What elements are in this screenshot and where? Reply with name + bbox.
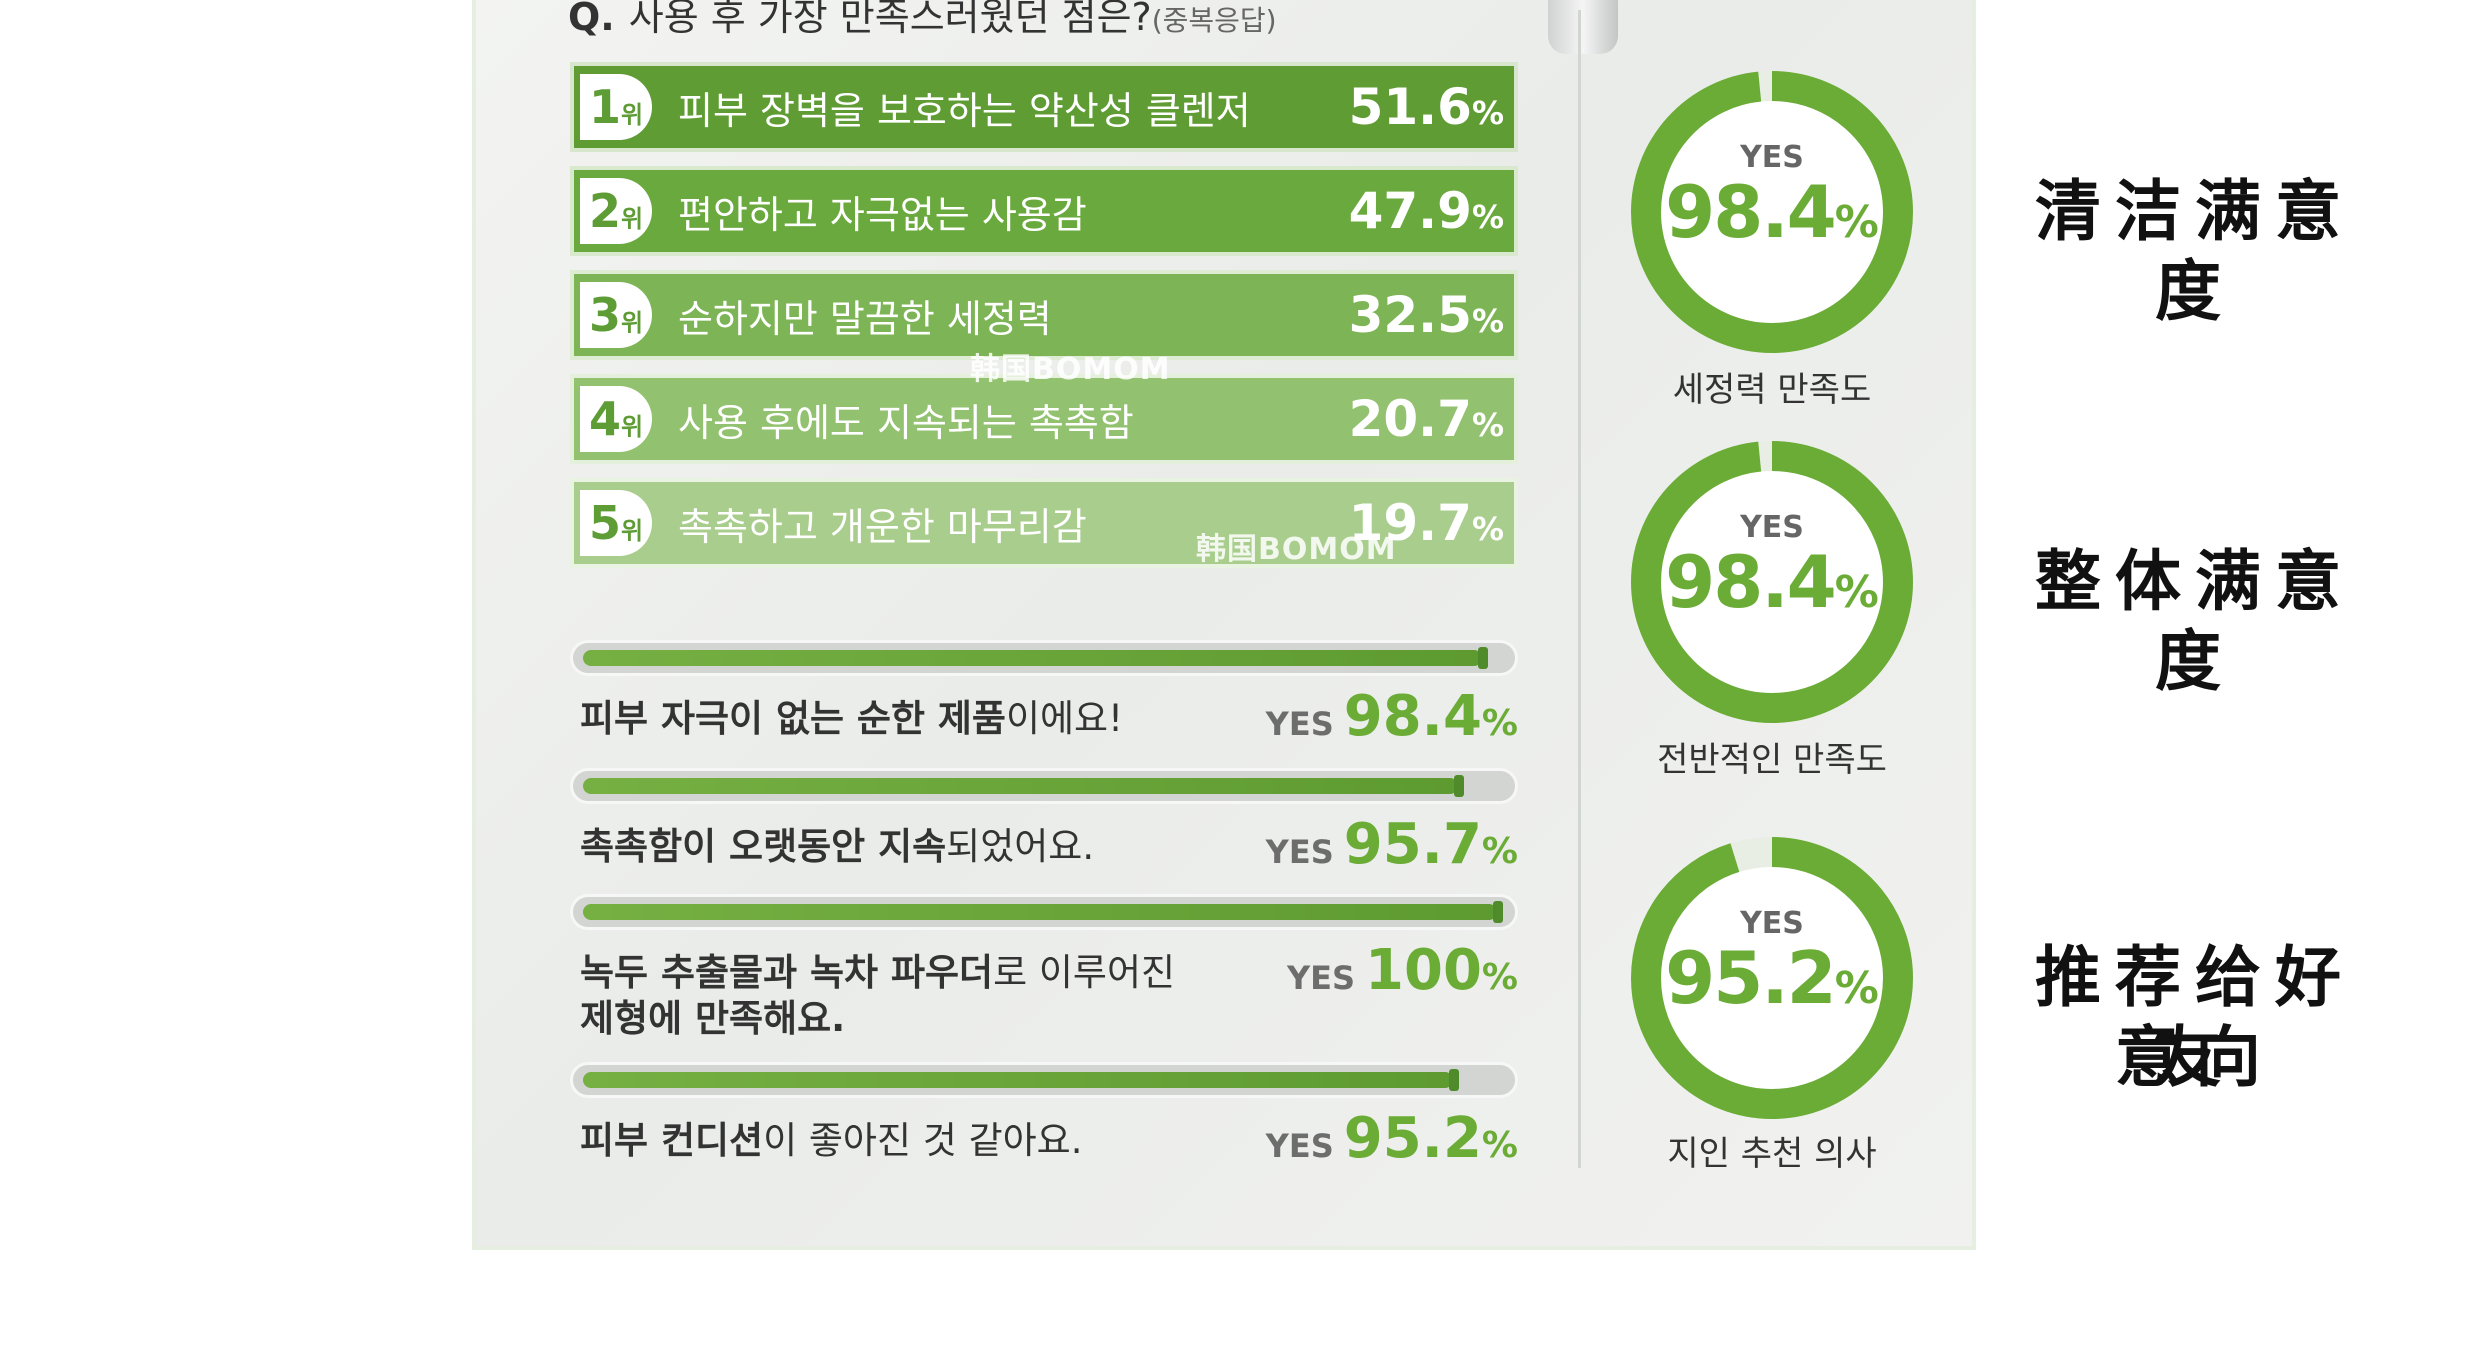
rank-number: 1 <box>588 80 621 134</box>
agreement-value: YES 100% <box>1286 938 1518 1003</box>
rank-suffix: 위 <box>620 101 644 129</box>
question-text: 사용 후 가장 만족스러웠던 점은? <box>628 0 1152 39</box>
gauge-value: 98.4% <box>1665 170 1879 254</box>
agreement-value: YES 98.4% <box>1265 684 1518 749</box>
label-overall-satisfaction: 整体满意度 <box>2035 543 2355 700</box>
progress-fill <box>583 650 1482 666</box>
gauge-arc <box>1631 71 1913 353</box>
rank-label: 순하지만 말끔한 세정력 <box>678 296 1052 341</box>
progress-end-marker <box>1449 1069 1459 1091</box>
label-cleansing-satisfaction: 清洁满意度 <box>2035 173 2355 330</box>
gauge-yes-label: YES <box>1740 510 1804 545</box>
gauge-ring <box>1631 837 1913 1119</box>
label-recommend-line2: 意向 <box>2115 1019 2275 1096</box>
progress-track <box>570 640 1518 676</box>
progress-fill <box>583 778 1458 794</box>
product-bottle-image <box>1548 0 1618 54</box>
rank-value: 47.9% <box>1348 182 1504 240</box>
gauge-caption: 세정력 만족도 <box>1672 370 1872 410</box>
label-recommend-line1: 推荐给好友 <box>2035 939 2355 1096</box>
gauge-cleansing: YES 98.4% <box>1624 64 1920 364</box>
rank-number: 4 <box>588 392 621 446</box>
progress-end-marker <box>1493 901 1503 923</box>
panel-divider <box>1578 10 1581 1168</box>
agreement-text: 녹두 추출물과 녹차 파우더로 이루어진 제형에 만족해요. <box>580 951 1176 1040</box>
gauge-arc <box>1631 441 1913 723</box>
agreement-text: 촉촉함이 오랫동안 지속되었어요. <box>580 825 1095 868</box>
rank-suffix: 위 <box>620 309 644 337</box>
rank-number: 2 <box>588 184 621 238</box>
rank-label: 피부 장벽을 보호하는 약산성 클렌저 <box>678 88 1251 133</box>
progress-end-marker <box>1478 647 1488 669</box>
gauge-caption: 지인 추천 의사 <box>1667 1134 1877 1174</box>
agreement-value: YES 95.7% <box>1265 812 1518 877</box>
gauge-value: 98.4% <box>1665 540 1879 624</box>
gauge-caption: 전반적인 만족도 <box>1657 740 1887 780</box>
progress-track <box>570 1062 1518 1098</box>
progress-track <box>570 768 1518 804</box>
question-prefix: Q. <box>568 0 615 39</box>
gauge-value: 95.2% <box>1665 936 1879 1020</box>
rank-number: 3 <box>588 288 621 342</box>
rank-value: 51.6% <box>1348 78 1504 136</box>
rank-number: 5 <box>588 496 621 550</box>
rank-value: 32.5% <box>1348 286 1504 344</box>
progress-track <box>570 894 1518 930</box>
agreement-item: 피부 자극이 없는 순한 제품이에요! YES 98.4% <box>570 640 1518 760</box>
gauge-yes-label: YES <box>1740 906 1804 941</box>
rank-suffix: 위 <box>620 205 644 233</box>
watermark: 韩国BOMOM <box>970 352 1171 387</box>
agreement-item: 피부 컨디션이 좋아진 것 같아요. YES 95.2% <box>570 1062 1518 1182</box>
agreement-value: YES 95.2% <box>1265 1106 1518 1171</box>
rank-label: 편안하고 자극없는 사용감 <box>678 192 1087 237</box>
agreement-item: 녹두 추출물과 녹차 파우더로 이루어진 제형에 만족해요. YES 100% <box>570 894 1518 1044</box>
agreement-text: 피부 컨디션이 좋아진 것 같아요. <box>580 1119 1083 1162</box>
rank-suffix: 위 <box>620 517 644 545</box>
gauge-ring <box>1631 441 1913 723</box>
gauge-overall: YES 98.4% <box>1624 434 1920 734</box>
progress-fill <box>583 904 1497 920</box>
rank-suffix: 위 <box>620 413 644 441</box>
question-title: Q. 사용 후 가장 만족스러웠던 점은?(중복응답) <box>568 0 1277 41</box>
rank-value: 20.7% <box>1348 390 1504 448</box>
rank-value: 19.7% <box>1348 494 1504 552</box>
gauge-ring <box>1631 71 1913 353</box>
gauge-arc <box>1631 837 1913 1119</box>
rank-label: 촉촉하고 개운한 마무리감 <box>678 504 1087 549</box>
progress-fill <box>583 1072 1453 1088</box>
agreement-text: 피부 자극이 없는 순한 제품이에요! <box>580 697 1123 740</box>
rank-label: 사용 후에도 지속되는 촉촉함 <box>678 400 1134 445</box>
watermark: 韩国BOMOM <box>1196 532 1397 567</box>
agreement-item: 촉촉함이 오랫동안 지속되었어요. YES 95.7% <box>570 768 1518 888</box>
gauge-yes-label: YES <box>1740 140 1804 175</box>
question-note: (중복응답) <box>1151 4 1277 37</box>
progress-end-marker <box>1454 775 1464 797</box>
gauge-recommend: YES 95.2% <box>1624 830 1920 1130</box>
